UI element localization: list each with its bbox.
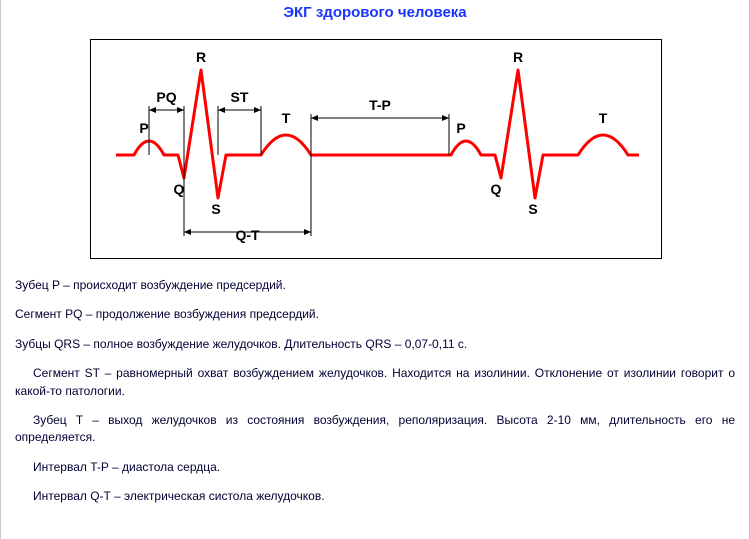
wave-label-Q: Q (174, 181, 185, 197)
description-block: Зубец P – происходит возбуждение предсер… (1, 259, 749, 506)
ecg-diagram-frame: PQRSTPQRSTPQSTT-PQ-T (90, 39, 662, 259)
ecg-diagram-container: PQRSTPQRSTPQSTT-PQ-T (90, 39, 660, 259)
interval-label-T-P: T-P (369, 97, 391, 113)
wave-label-S: S (528, 201, 537, 217)
wave-label-Q: Q (491, 181, 502, 197)
paragraph: Интервал T-P – диастола сердца. (15, 459, 735, 476)
wave-label-R: R (196, 49, 206, 65)
paragraph: Зубец P – происходит возбуждение предсер… (15, 277, 735, 294)
wave-label-T: T (282, 110, 291, 126)
ecg-diagram-svg: PQRSTPQRSTPQSTT-PQ-T (91, 40, 661, 258)
interval-label-Q-T: Q-T (235, 227, 260, 243)
interval-label-ST: ST (231, 89, 249, 105)
paragraph: Зубцы QRS – полное возбуждение желудочко… (15, 336, 735, 353)
wave-label-S: S (211, 201, 220, 217)
paragraph: Зубец T – выход желудочков из состояния … (15, 412, 735, 447)
wave-label-P: P (139, 120, 148, 136)
interval-label-PQ: PQ (156, 89, 176, 105)
paragraph: Интервал Q-T – электрическая систола жел… (15, 488, 735, 505)
paragraph: Сегмент ST – равномерный охват возбужден… (15, 365, 735, 400)
wave-label-R: R (513, 49, 523, 65)
ecg-waveform (116, 70, 639, 198)
paragraph: Сегмент PQ – продолжение возбуждения пре… (15, 306, 735, 323)
wave-label-T: T (599, 110, 608, 126)
wave-label-P: P (456, 120, 465, 136)
page-title: ЭКГ здорового человека (1, 0, 749, 21)
